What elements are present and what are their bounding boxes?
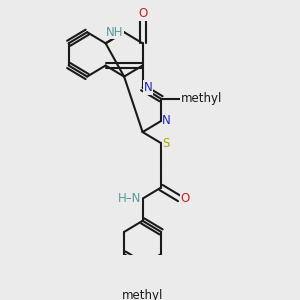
Text: S: S [162, 137, 170, 150]
Text: O: O [181, 192, 190, 205]
Text: N: N [162, 115, 171, 128]
Text: O: O [138, 7, 147, 20]
Text: methyl: methyl [122, 289, 163, 300]
Text: H–N: H–N [118, 192, 141, 205]
Text: NH: NH [105, 26, 123, 39]
Text: methyl: methyl [181, 92, 222, 105]
Text: N: N [144, 81, 153, 94]
